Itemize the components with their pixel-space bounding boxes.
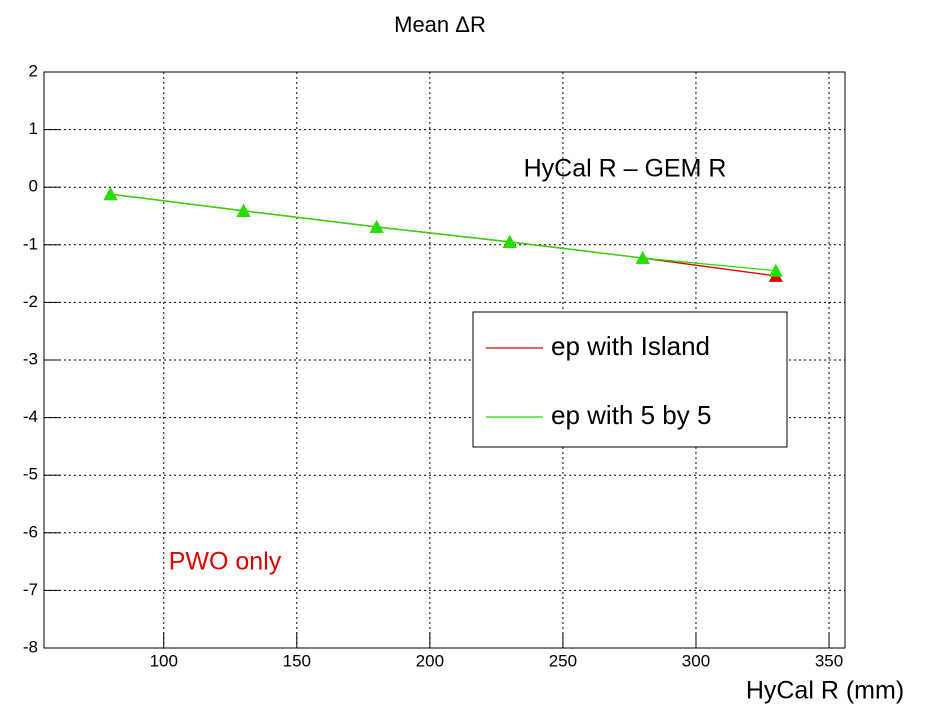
y-tick-label: -1 (23, 234, 38, 253)
marker (236, 203, 251, 217)
legend-box (472, 311, 788, 448)
x-axis-label: HyCal R (mm) (746, 677, 904, 705)
y-tick-label: -3 (23, 349, 38, 368)
chart-title: Mean ΔR (394, 12, 486, 37)
legend-label: ep with Island (551, 331, 710, 361)
y-tick-label: -2 (23, 292, 38, 311)
y-tick-label: -7 (23, 580, 38, 599)
marker (103, 187, 118, 201)
y-tick-label: -8 (23, 637, 38, 656)
series-line (110, 193, 776, 272)
legend: ep with Island ep with 5 by 5 (472, 311, 788, 448)
y-tick-label: -4 (23, 407, 38, 426)
annotation: PWO only (169, 548, 282, 576)
y-tick-label: 1 (29, 119, 38, 138)
x-tick-label: 300 (682, 651, 710, 670)
x-tick-label: 100 (150, 651, 178, 670)
x-tick-label: 250 (549, 651, 577, 670)
x-tick-label: 200 (416, 651, 444, 670)
y-tick-label: -5 (23, 465, 38, 484)
marker (635, 251, 650, 265)
x-tick-label: 350 (815, 651, 843, 670)
marker (369, 219, 384, 233)
annotation: HyCal R – GEM R (524, 155, 727, 183)
marker (502, 234, 517, 248)
plot-frame (43, 71, 846, 649)
y-tick-label: 2 (29, 61, 38, 80)
y-tick-label: -6 (23, 522, 38, 541)
legend-label: ep with 5 by 5 (551, 400, 711, 430)
y-tick-label: 0 (29, 177, 38, 196)
marker (768, 263, 783, 277)
x-tick-label: 150 (283, 651, 311, 670)
